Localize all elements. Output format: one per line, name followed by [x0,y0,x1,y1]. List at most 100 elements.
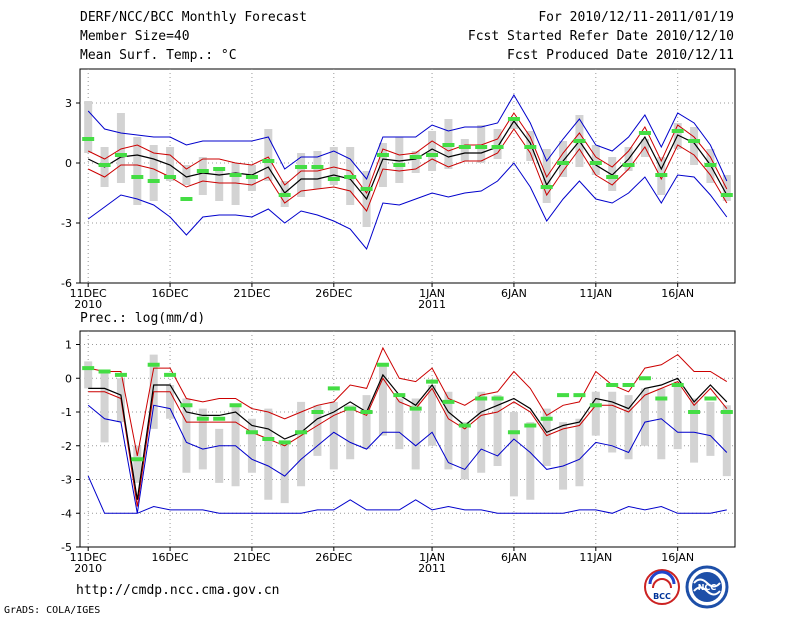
spread-box [133,137,142,205]
spread-box [624,395,633,460]
median-marker [426,153,439,157]
y-tick-label: -6 [61,277,72,290]
x-tick-label: 11DEC [70,551,107,564]
median-marker [720,193,733,197]
spread-box [493,129,502,159]
x-tick-label: 1JAN [419,551,445,564]
median-marker [360,410,373,414]
median-marker [491,396,504,401]
median-marker [638,376,651,381]
median-marker [262,437,275,441]
median-marker [131,457,144,462]
spread-box [493,395,502,466]
spread-box [559,141,568,177]
median-marker [704,396,717,401]
median-marker [344,175,357,179]
median-marker [327,386,340,391]
x-tick-label: 16DEC [152,287,189,300]
median-marker [688,410,701,414]
median-marker [245,175,258,179]
spread-box [198,157,207,195]
spread-box [100,371,109,443]
spread-box [428,385,437,446]
median-marker [524,145,537,149]
median-marker [540,416,553,421]
median-marker [327,177,340,181]
spread-box [509,119,518,129]
median-marker [671,129,684,133]
spread-box [346,405,355,460]
spread-box [460,139,469,161]
median-marker [540,185,553,189]
median-marker [376,153,389,157]
x-tick-label: 26DEC [315,551,352,564]
spread-box [215,428,224,483]
x-tick-label: 6JAN [501,287,527,300]
spread-box [526,422,535,500]
median-marker [229,173,242,177]
y-tick-label: -3 [61,474,72,487]
median-marker [606,383,619,387]
spread-box [313,151,322,189]
source-url[interactable]: http://cmdp.ncc.cma.gov.cn [76,583,280,598]
bcc-logo: BCC [644,569,680,605]
spread-box [166,147,175,181]
median-marker [164,175,177,179]
y-tick-label: 0 [65,372,72,385]
median-marker [475,396,488,401]
x-year-label: 2010 [74,562,102,575]
median-marker [180,197,193,201]
median-marker [671,383,684,387]
spread-box [149,145,158,201]
spread-box [297,153,306,197]
x-tick-label: 21DEC [233,551,270,564]
forecast-started-date: Fcst Started Refer Date 2010/12/10 [467,29,734,44]
median-marker [196,416,209,421]
ensemble-mean-line [88,373,728,500]
median-marker [295,430,308,435]
median-marker [311,165,324,169]
spread-box [559,422,568,490]
spread-box [182,398,191,473]
median-marker [458,145,471,149]
spread-box [231,163,240,205]
spread-box [329,401,338,470]
median-marker [180,403,193,408]
median-marker [720,410,733,414]
median-marker [409,406,422,411]
spread-box [395,137,404,183]
forecast-produced-date: Fcst Produced Date 2010/12/11 [507,48,734,63]
x-tick-label: 16JAN [661,551,694,564]
spread-box [411,151,420,173]
spread-box [591,145,600,175]
spread-box [378,143,387,187]
median-marker [98,163,111,167]
spread-box [477,125,486,163]
y-tick-label: 0 [65,157,72,170]
x-tick-label: 11JAN [579,551,612,564]
spread-box [215,171,224,201]
x-tick-label: 16DEC [152,551,189,564]
median-marker [131,175,144,179]
median-marker [98,369,111,374]
min-line [87,162,728,251]
median-marker [606,175,619,179]
median-marker [507,430,520,435]
spread-box [329,147,338,185]
y-tick-label: -2 [61,440,72,453]
spread-box [509,412,518,497]
spread-box [575,418,584,487]
median-marker [213,167,226,171]
median-marker [114,372,127,377]
max-line [87,475,727,514]
median-marker [245,430,258,435]
median-marker [557,161,570,165]
y-tick-label: 3 [65,97,72,110]
y-tick-label: -3 [61,217,72,230]
spread-box [166,385,175,419]
spread-box [378,364,387,436]
spread-box [591,391,600,436]
median-marker [442,399,455,404]
spread-box [198,408,207,470]
